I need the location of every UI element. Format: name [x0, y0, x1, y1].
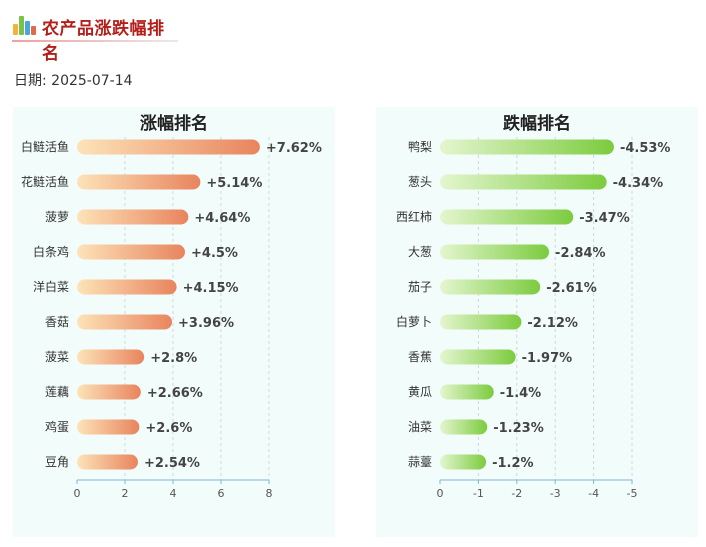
x-tick-label: 2 [122, 487, 129, 500]
category-label: 白条鸡 [33, 244, 69, 259]
data-label: -1.4% [500, 386, 541, 401]
data-label: -1.2% [492, 456, 533, 471]
x-tick-label: -5 [627, 487, 638, 500]
category-label: 鸡蛋 [45, 419, 69, 434]
bar [77, 209, 189, 225]
x-tick-label: -2 [511, 487, 522, 500]
data-label: +2.54% [144, 456, 200, 471]
bar [440, 454, 487, 470]
date-label: 日期: [14, 73, 47, 89]
data-label: -1.23% [493, 421, 544, 436]
data-label: +2.8% [150, 351, 197, 366]
category-label: 鸭梨 [408, 140, 432, 154]
category-label: 豆角 [45, 455, 69, 469]
category-label: 莲藕 [45, 385, 69, 399]
bar [440, 314, 522, 330]
data-label: +2.66% [147, 386, 203, 401]
data-label: +4.5% [191, 246, 238, 261]
date-value: 2025-07-14 [51, 73, 133, 89]
bar [440, 139, 614, 155]
x-tick-label: 0 [74, 487, 81, 500]
data-label: +5.14% [206, 176, 262, 191]
bar [440, 174, 607, 190]
category-label: 葱头 [408, 175, 432, 189]
bar [77, 384, 141, 400]
bar [77, 279, 177, 295]
x-tick-label: 6 [218, 487, 225, 500]
category-label: 香菇 [45, 315, 69, 329]
category-label: 白鲢活鱼 [21, 139, 69, 154]
date-row: 日期: 2025-07-14 [14, 70, 133, 90]
gain-ranking-panel: 涨幅排名 0 2 4 6 8 白鲢活鱼 +7.62% 花鲢活鱼 +5.14% 菠萝 +4.64% 白条鸡… [13, 107, 335, 537]
page-title: 农产品涨跌幅排名 [42, 19, 165, 64]
bar [77, 454, 138, 470]
data-label: -2.61% [546, 281, 597, 296]
category-label: 菠菜 [45, 350, 69, 364]
category-label: 洋白菜 [33, 279, 69, 294]
category-label: 蒜薹 [408, 454, 432, 469]
data-label: +4.15% [183, 281, 239, 296]
x-tick-label: -1 [473, 487, 484, 500]
data-label: -2.12% [527, 316, 578, 331]
data-label: +2.6% [145, 421, 192, 436]
loss-ranking-chart: 跌幅排名 0 -1 -2 -3 -4 -5 鸭梨 -4.53% 葱头 -4.34% 西红柿 -3.47%… [396, 113, 671, 500]
x-tick-label: 4 [170, 487, 177, 500]
bar [77, 419, 140, 435]
category-label: 油菜 [408, 420, 432, 434]
bar [440, 279, 541, 295]
data-label: -1.97% [522, 351, 573, 366]
category-label: 菠萝 [45, 210, 69, 224]
bar [77, 314, 173, 330]
bar-chart-logo-icon [13, 16, 36, 35]
x-tick-label: 0 [437, 487, 444, 500]
bar [440, 419, 488, 435]
bar [77, 349, 145, 365]
chart-title: 涨幅排名 [140, 113, 208, 134]
category-label: 茄子 [408, 280, 432, 294]
category-label: 花鲢活鱼 [21, 174, 69, 189]
bar [440, 349, 516, 365]
x-tick-label: 8 [266, 487, 273, 500]
chart-title: 跌幅排名 [503, 113, 571, 134]
category-label: 白萝卜 [396, 314, 432, 329]
category-label: 香蕉 [408, 350, 432, 364]
bar [440, 209, 574, 225]
page-header: 农产品涨跌幅排名 [12, 10, 178, 64]
loss-ranking-panel: 跌幅排名 0 -1 -2 -3 -4 -5 鸭梨 -4.53% 葱头 -4.34% 西红柿 -3.47%… [376, 107, 698, 537]
data-label: -4.34% [613, 176, 664, 191]
data-label: -4.53% [620, 141, 671, 156]
bar [77, 139, 260, 155]
bar [77, 174, 201, 190]
category-label: 西红柿 [396, 209, 432, 224]
category-label: 大葱 [408, 245, 432, 259]
category-label: 黄瓜 [408, 385, 432, 399]
data-label: -2.84% [555, 246, 606, 261]
data-label: +7.62% [266, 141, 322, 156]
data-label: +4.64% [194, 211, 250, 226]
x-tick-label: -4 [588, 487, 599, 500]
data-label: -3.47% [579, 211, 630, 226]
bar [77, 244, 185, 260]
title-underline [12, 40, 178, 42]
data-label: +3.96% [178, 316, 234, 331]
bar [440, 384, 494, 400]
gain-ranking-chart: 涨幅排名 0 2 4 6 8 白鲢活鱼 +7.62% 花鲢活鱼 +5.14% 菠萝 +4.64% 白条鸡… [21, 113, 322, 500]
bar [440, 244, 550, 260]
x-tick-label: -3 [550, 487, 561, 500]
